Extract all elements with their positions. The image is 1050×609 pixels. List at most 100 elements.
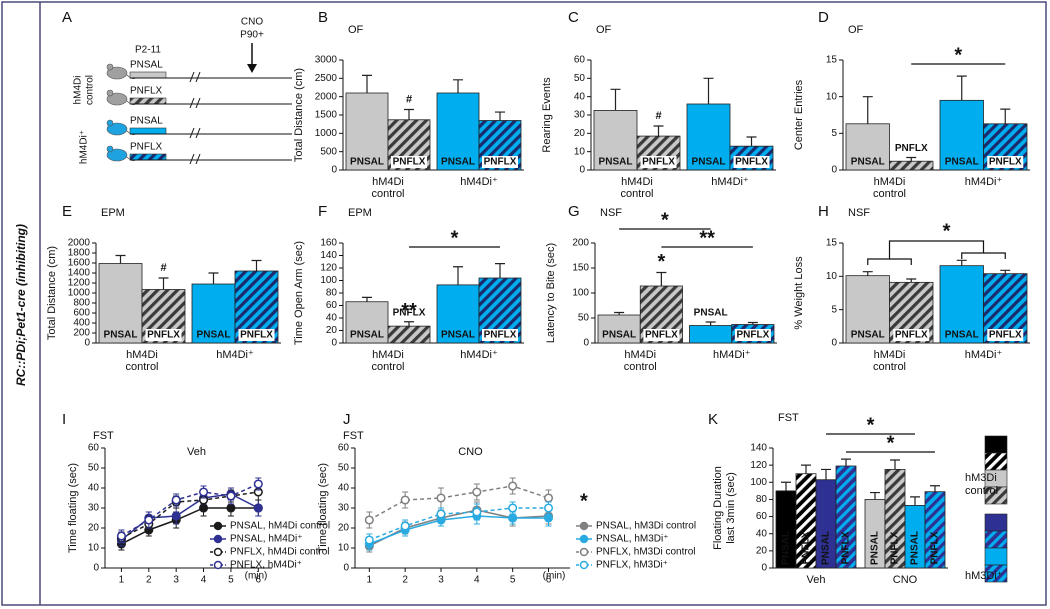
point bbox=[543, 503, 554, 513]
bar-label: PNFLX bbox=[841, 531, 852, 564]
bar-annotation: ** bbox=[401, 300, 417, 322]
y-tick-label: 10 bbox=[338, 543, 350, 554]
y-tick-label: 40 bbox=[88, 483, 100, 494]
point bbox=[116, 531, 126, 541]
row-label: PNSAL bbox=[130, 116, 163, 127]
group-label: hM4Di⁺ bbox=[713, 349, 751, 361]
y-tick-label: 120 bbox=[320, 263, 337, 274]
bar bbox=[689, 325, 733, 344]
y-tick-label: 1400 bbox=[68, 268, 91, 279]
panel-letter: K bbox=[708, 411, 718, 428]
group-label: control bbox=[371, 188, 404, 200]
point bbox=[508, 481, 518, 491]
series-line bbox=[121, 483, 259, 537]
bar-label-bg bbox=[987, 156, 1024, 168]
bar-label: PNSAL bbox=[910, 531, 921, 565]
bar-label-bg bbox=[733, 156, 770, 168]
bar-label-bg bbox=[640, 156, 677, 168]
error-bar bbox=[906, 278, 917, 283]
bar bbox=[345, 301, 389, 344]
y-tick-label: 1200 bbox=[68, 278, 91, 289]
x-axis-label: (min) bbox=[245, 571, 268, 582]
panel-letter: E bbox=[62, 203, 72, 220]
error-bar bbox=[656, 271, 667, 286]
error-bar bbox=[362, 296, 372, 302]
error-bar bbox=[1000, 269, 1011, 274]
error-bar bbox=[251, 259, 262, 271]
point bbox=[400, 495, 410, 505]
y-tick-label: 20 bbox=[574, 128, 586, 139]
y-tick-label: 20 bbox=[338, 523, 350, 534]
y-tick-label: 60 bbox=[574, 55, 586, 66]
bar-label: PNSAL bbox=[945, 330, 979, 341]
bar-label: PNFLX bbox=[240, 330, 273, 341]
y-tick-label: 40 bbox=[338, 483, 350, 494]
mouse-ear bbox=[106, 89, 114, 97]
y-axis-label: Time Open Arm (sec) bbox=[293, 241, 305, 345]
y-tick-label: 10 bbox=[826, 91, 838, 102]
y-tick-label: 50 bbox=[574, 73, 586, 84]
comparison-bracket bbox=[867, 240, 1006, 265]
legend-label: PNFLX, hM3Di control bbox=[596, 547, 695, 558]
y-tick-label: 2500 bbox=[315, 73, 338, 84]
group-label: control bbox=[873, 361, 906, 373]
group-label: hM4Di bbox=[73, 76, 84, 105]
point bbox=[199, 487, 209, 497]
error-bar bbox=[1000, 108, 1011, 124]
error-bar bbox=[862, 96, 873, 124]
bar-label: PNSAL bbox=[104, 330, 138, 341]
mouse-ear bbox=[106, 119, 114, 127]
legend-label: control bbox=[965, 485, 998, 497]
bar-label: PNSAL bbox=[197, 330, 231, 341]
bar-label: PNFLX bbox=[484, 157, 517, 168]
comparison-star: * bbox=[867, 414, 875, 436]
break-mark bbox=[195, 97, 201, 109]
mouse-icon bbox=[106, 148, 128, 162]
y-axis-label: Rearing Events bbox=[541, 77, 553, 153]
bar-label-bg bbox=[482, 156, 518, 168]
legend-swatch bbox=[984, 530, 1008, 549]
bar-label: PNSAL bbox=[441, 330, 475, 341]
y-tick-label: 50 bbox=[578, 313, 590, 324]
error-bar bbox=[862, 271, 873, 276]
bar-label: PNSAL bbox=[441, 157, 475, 168]
row-label: PNFLX bbox=[130, 142, 163, 153]
bar-label: PNSAL bbox=[599, 157, 633, 168]
treatment-box bbox=[129, 71, 167, 79]
y-tick-label: 0 bbox=[343, 563, 349, 574]
subtitle: NSF bbox=[600, 207, 622, 219]
x-tick-label: 6 bbox=[256, 575, 262, 586]
legend-marker bbox=[213, 547, 223, 557]
bar-label: PNSAL bbox=[870, 531, 881, 565]
bar-label: PNSAL bbox=[851, 157, 885, 168]
break-mark bbox=[189, 153, 195, 165]
row-label: PNSAL bbox=[130, 60, 163, 71]
point bbox=[543, 513, 554, 523]
bar bbox=[345, 92, 389, 171]
group-label: control bbox=[620, 188, 653, 200]
bar-label-bg bbox=[238, 329, 275, 341]
y-axis-label: Center Entries bbox=[793, 79, 805, 150]
error-bar bbox=[781, 481, 791, 491]
legend-marker bbox=[579, 560, 589, 570]
y-tick-label: 150 bbox=[572, 263, 589, 274]
y-tick-label: 1600 bbox=[68, 258, 91, 269]
error-bar bbox=[453, 266, 463, 285]
chart-title: CNO bbox=[458, 446, 483, 458]
y-tick-label: 140 bbox=[750, 443, 767, 454]
series-line bbox=[368, 509, 549, 547]
y-tick-label: 30 bbox=[338, 503, 350, 514]
y-tick-label: 1500 bbox=[315, 110, 338, 121]
error-bar bbox=[610, 88, 621, 111]
x-tick-label: 3 bbox=[438, 575, 444, 586]
subtitle: FST bbox=[93, 430, 114, 442]
point bbox=[364, 515, 374, 525]
y-tick-label: 15 bbox=[826, 238, 838, 249]
group-label: hM4Di⁺ bbox=[711, 176, 749, 188]
error-bar bbox=[747, 321, 758, 325]
point bbox=[144, 515, 154, 525]
row-label: PNFLX bbox=[130, 86, 163, 97]
legend-swatch bbox=[984, 435, 1008, 454]
mouse-icon bbox=[106, 122, 128, 136]
